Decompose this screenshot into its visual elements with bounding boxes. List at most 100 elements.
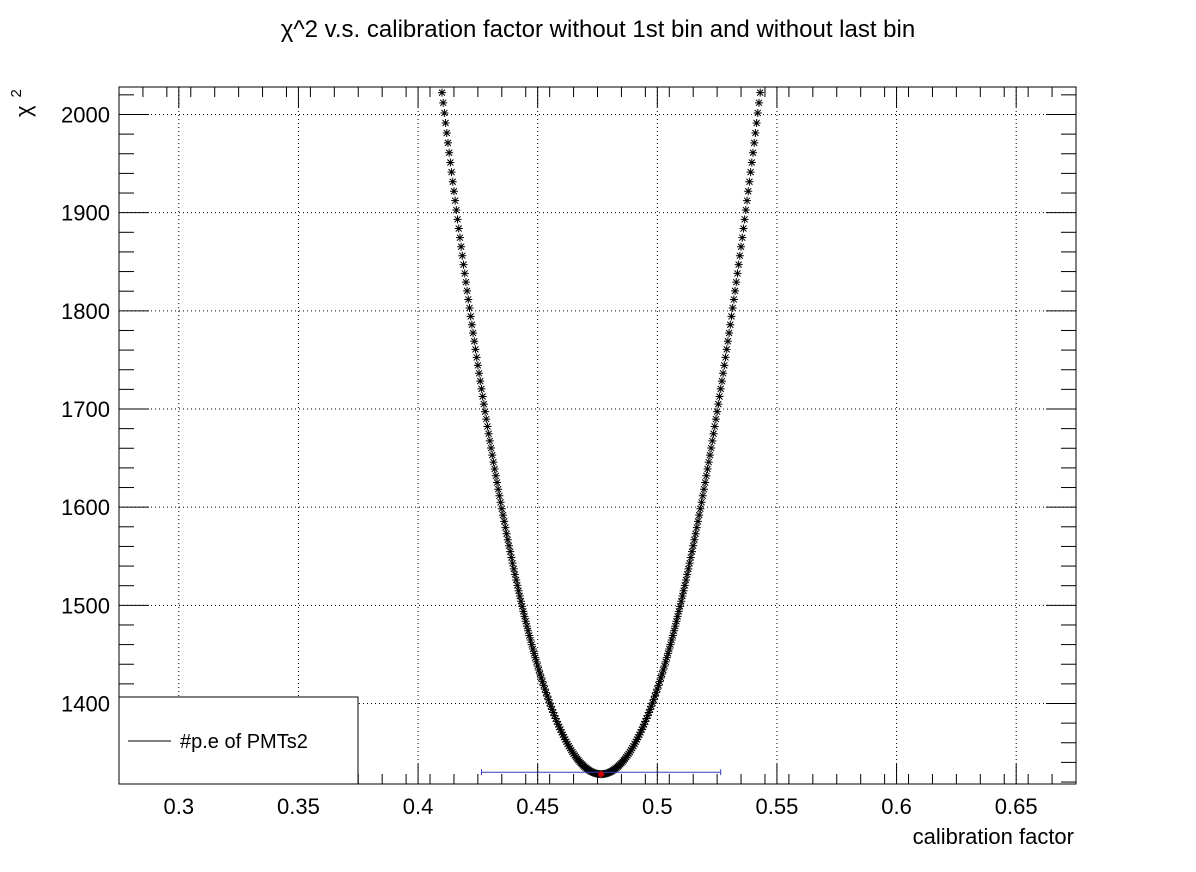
- x-tick-label: 0.45: [516, 794, 559, 819]
- data-point: [451, 196, 460, 205]
- data-point: [458, 251, 467, 260]
- x-tick-label: 0.65: [995, 794, 1038, 819]
- data-point: [558, 730, 567, 739]
- data-point: [510, 570, 519, 579]
- data-point: [711, 415, 720, 424]
- data-point: [682, 575, 691, 584]
- data-point: [743, 196, 752, 205]
- data-point: [732, 278, 741, 287]
- data-point: [697, 498, 706, 507]
- data-point: [440, 108, 449, 117]
- minor-ticks: [118, 87, 1077, 784]
- data-point: [465, 303, 474, 312]
- data-points: [437, 88, 765, 779]
- y-tick-label: 1500: [61, 593, 110, 618]
- data-point: [508, 559, 517, 568]
- x-tick-label: 0.35: [277, 794, 320, 819]
- data-point: [654, 681, 663, 690]
- data-point: [503, 535, 512, 544]
- data-point: [469, 329, 478, 338]
- data-point: [496, 498, 505, 507]
- data-point: [448, 177, 457, 186]
- data-point: [483, 422, 492, 431]
- data-point: [507, 553, 516, 562]
- data-point: [544, 695, 553, 704]
- data-point: [563, 739, 572, 748]
- data-point: [515, 592, 524, 601]
- data-point: [699, 485, 708, 494]
- data-point: [464, 295, 473, 304]
- data-point: [484, 429, 493, 438]
- data-point: [723, 337, 732, 346]
- data-point: [661, 657, 670, 666]
- data-point: [442, 128, 451, 137]
- data-point: [698, 491, 707, 500]
- data-point: [490, 464, 499, 473]
- data-point: [532, 657, 541, 666]
- data-point: [475, 369, 484, 378]
- plot-frame: [118, 86, 1077, 785]
- data-point: [538, 677, 547, 686]
- data-point: [630, 739, 639, 748]
- data-point: [720, 361, 729, 370]
- y-tick-label: 1700: [61, 397, 110, 422]
- data-point: [707, 444, 716, 453]
- data-point: [454, 224, 463, 233]
- data-point: [482, 415, 491, 424]
- data-point: [727, 312, 736, 321]
- data-point: [554, 720, 563, 729]
- data-point: [752, 119, 761, 128]
- data-point: [472, 353, 481, 362]
- x-axis-label: calibration factor: [913, 824, 1074, 849]
- y-axis-label-power: 2: [8, 89, 25, 97]
- data-point: [551, 714, 560, 723]
- data-point: [745, 177, 754, 186]
- data-point: [747, 158, 756, 167]
- data-point: [555, 722, 564, 731]
- data-point: [754, 98, 763, 107]
- data-point: [629, 742, 638, 751]
- data-point: [658, 669, 667, 678]
- data-point: [644, 708, 653, 717]
- x-tick-labels: 0.3 0.35 0.4 0.45 0.5 0.55 0.6 0.65: [164, 794, 1038, 819]
- data-point: [741, 206, 750, 215]
- data-point: [705, 451, 714, 460]
- data-point: [664, 649, 673, 658]
- data-point: [471, 345, 480, 354]
- data-point: [530, 649, 539, 658]
- data-point: [670, 626, 679, 635]
- data-point: [497, 504, 506, 513]
- data-point: [463, 286, 472, 295]
- data-point: [726, 320, 735, 329]
- x-tick-label: 0.55: [756, 794, 799, 819]
- data-point: [631, 737, 640, 746]
- data-point: [702, 471, 711, 480]
- data-point: [693, 517, 702, 526]
- x-tick-label: 0.3: [164, 794, 195, 819]
- major-ticks: [119, 87, 1076, 784]
- data-point: [540, 685, 549, 694]
- data-point: [721, 353, 730, 362]
- data-point: [678, 592, 687, 601]
- data-point: [634, 733, 643, 742]
- data-point: [740, 215, 749, 224]
- data-point: [714, 400, 723, 409]
- data-point: [638, 722, 647, 731]
- data-point: [734, 260, 743, 269]
- data-point: [545, 698, 554, 707]
- data-point: [512, 575, 521, 584]
- data-point: [704, 458, 713, 467]
- data-point: [564, 742, 573, 751]
- data-point: [733, 269, 742, 278]
- y-tick-label: 1800: [61, 299, 110, 324]
- data-point: [514, 586, 523, 595]
- data-point: [735, 251, 744, 260]
- data-point: [498, 511, 507, 520]
- data-point: [536, 669, 545, 678]
- data-point: [549, 708, 558, 717]
- data-point: [685, 559, 694, 568]
- data-point: [646, 705, 655, 714]
- y-tick-labels: 1400 1500 1600 1700 1800 1900 2000: [61, 102, 110, 716]
- data-point: [695, 511, 704, 520]
